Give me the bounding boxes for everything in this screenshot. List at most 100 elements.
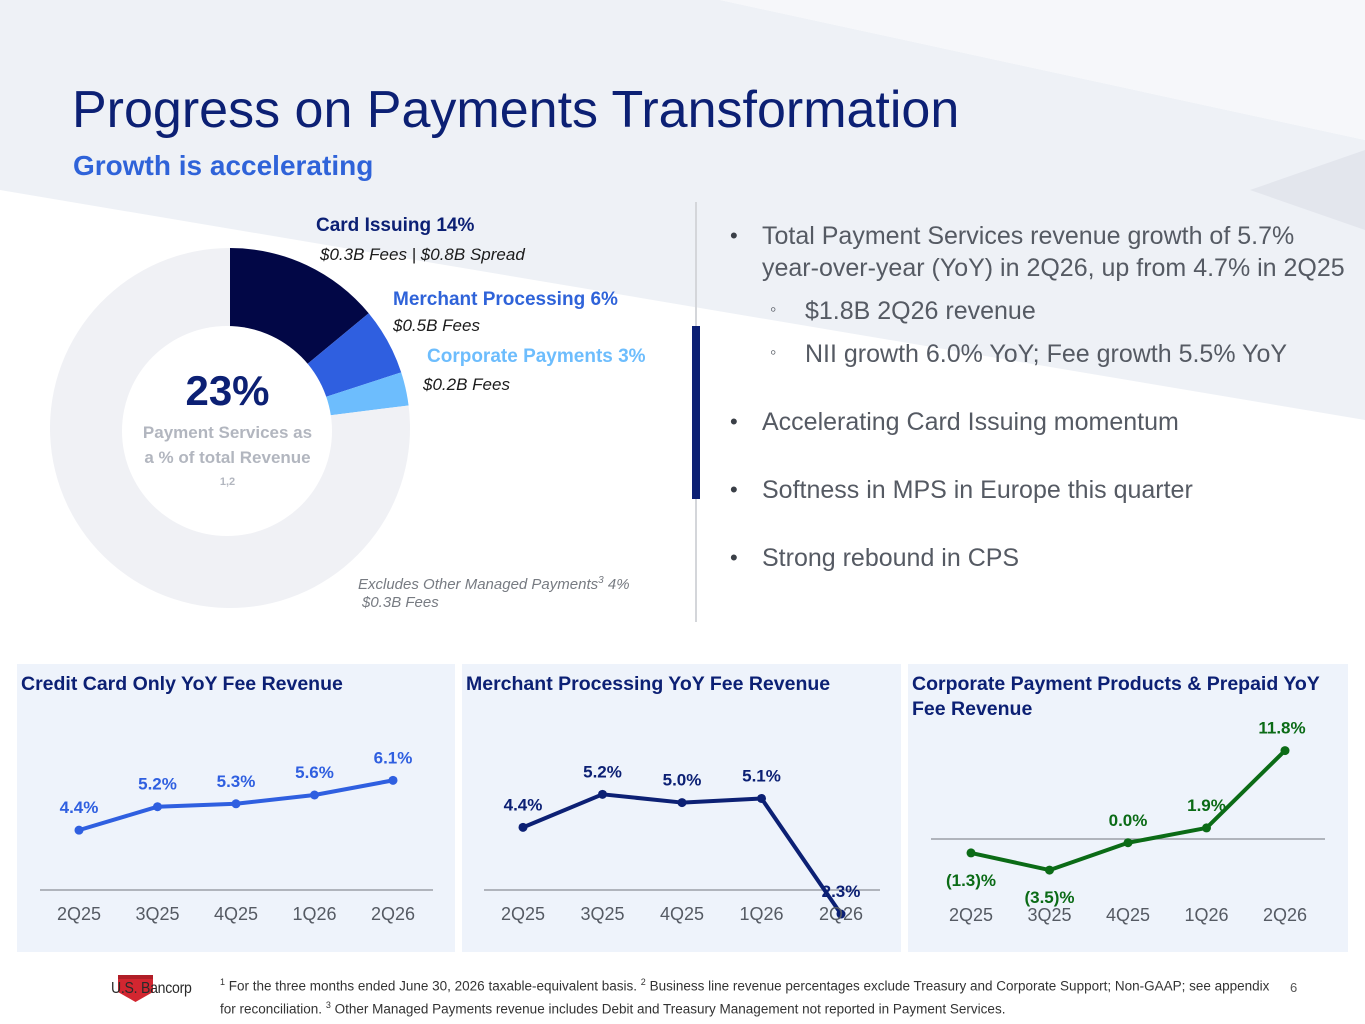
donut-center-value: 23% — [185, 367, 270, 414]
data-point — [836, 909, 846, 919]
corporate-payments-label: Corporate Payments 3% — [427, 346, 646, 367]
data-label: 5.0% — [663, 771, 702, 790]
footnote-3-text: Other Managed Payments revenue includes … — [330, 1001, 1006, 1016]
x-tick-label: 1Q26 — [1184, 905, 1228, 925]
corporate-payments-chart-title: Corporate Payment Products & Prepaid YoY… — [912, 673, 1320, 720]
series-line — [522, 792, 843, 916]
footnote-1-text: For the three months ended June 30, 2026… — [225, 978, 641, 994]
exclusion-note-fees: $0.3B Fees — [362, 594, 439, 611]
data-label: 1.9% — [1187, 796, 1226, 815]
credit-card-line-chart: 4.4% 2Q25 5.2% 3Q25 5.3% 4Q25 5.6% 1Q26 6.1% 2Q26 — [40, 748, 433, 924]
x-tick-label: 2Q25 — [501, 904, 545, 924]
page-number: 6 — [1290, 980, 1298, 995]
bullet-item: • Softness in MPS in Europe this quarter — [730, 474, 1350, 506]
data-label: 5.1% — [742, 766, 781, 785]
data-label: 5.2% — [583, 762, 622, 781]
footnote-3-marker: 3 — [325, 999, 331, 1010]
donut-hole — [122, 326, 332, 536]
credit-card-chart-title: Credit Card Only YoY Fee Revenue — [21, 673, 343, 695]
merchant-processing-chart-title: Merchant Processing YoY Fee Revenue — [466, 673, 831, 695]
sub-bullet-marker: ◦ — [770, 299, 777, 319]
bullet-text: Strong rebound in CPS — [762, 544, 1020, 572]
donut-center-label: Payment Services as a % of total Revenue… — [140, 420, 315, 499]
data-point — [310, 790, 319, 800]
data-point — [153, 802, 162, 812]
sub-bullet-text: NII growth 6.0% YoY; Fee growth 5.5% YoY — [805, 340, 1288, 368]
data-label: 4.4% — [504, 795, 543, 814]
footnote-2-marker: 2 — [640, 977, 646, 987]
x-tick-label: 2Q25 — [949, 905, 993, 925]
bullet-marker: • — [730, 477, 738, 502]
data-label: (3.5)% — [1024, 888, 1074, 907]
us-bancorp-wordmark: U.S. Bancorp — [111, 980, 192, 997]
data-point — [74, 825, 84, 835]
x-tick-label: 3Q25 — [135, 904, 179, 924]
data-label: 5.6% — [295, 763, 334, 782]
x-tick-label: 4Q25 — [1106, 905, 1150, 925]
data-point — [1045, 865, 1054, 875]
bullet-item: • Accelerating Card Issuing momentum — [730, 406, 1350, 438]
donut-center-label-text: Payment Services as a % of total Revenue — [142, 423, 313, 467]
corporate-payments-fee-panel: Corporate Payment Products & Prepaid YoY… — [908, 664, 1348, 952]
x-tick-label: 4Q25 — [214, 904, 258, 924]
data-point — [1202, 823, 1211, 833]
bullet-text: Softness in MPS in Europe this quarter — [762, 476, 1193, 504]
bullet-text: Total Payment Services revenue growth of… — [762, 222, 1345, 282]
footnotes: 1 For the three months ended June 30, 20… — [220, 973, 1270, 1018]
exclusion-note-prefix: Excludes Other Managed Payments — [358, 576, 599, 593]
key-points-list: • Total Payment Services revenue growth … — [730, 220, 1350, 574]
data-point — [1280, 746, 1290, 756]
sub-bullet-marker: ◦ — [770, 342, 777, 362]
data-label: 6.1% — [374, 748, 413, 767]
bullet-marker: • — [730, 545, 738, 570]
merchant-processing-line-chart: 4.4% 2Q25 5.2% 3Q25 5.0% 4Q25 5.1% 1Q26 2.3% 2Q26 — [484, 762, 880, 924]
x-tick-label: 3Q25 — [580, 904, 624, 924]
data-label: (1.3)% — [946, 871, 996, 890]
data-point — [518, 822, 528, 832]
data-point — [388, 775, 398, 785]
data-label: 2.3% — [822, 882, 861, 901]
card-issuing-detail: $0.3B Fees | $0.8B Spread — [320, 245, 525, 264]
bullet-marker: • — [730, 223, 738, 248]
x-tick-label: 2Q26 — [371, 904, 415, 924]
x-tick-label: 1Q26 — [292, 904, 336, 924]
x-tick-label: 4Q25 — [660, 904, 704, 924]
donut-center-label-sup: 1,2 — [219, 476, 236, 488]
page-title: Progress on Payments Transformation — [72, 81, 960, 139]
data-point — [757, 793, 766, 803]
data-point — [231, 799, 241, 809]
merchant-processing-fee-panel: Merchant Processing YoY Fee Revenue 4.4%… — [462, 664, 901, 952]
sub-bullet-text: $1.8B 2Q26 revenue — [805, 297, 1036, 325]
data-label: 4.4% — [60, 798, 99, 817]
card-issuing-label: Card Issuing 14% — [316, 215, 475, 236]
x-tick-label: 2Q26 — [1263, 905, 1307, 925]
corporate-payments-detail: $0.2B Fees — [423, 375, 510, 394]
data-label: 11.8% — [1258, 719, 1305, 738]
corporate-payments-line-chart: (1.3)% 2Q25 (3.5)%3Q25 0.0% 4Q25 1.9% 1Q26 11.8… — [931, 719, 1325, 925]
page-subtitle: Growth is accelerating — [73, 150, 374, 181]
merchant-processing-detail: $0.5B Fees — [393, 316, 480, 335]
credit-card-fee-panel: Credit Card Only YoY Fee Revenue 4.4% 2Q2… — [17, 664, 455, 952]
sub-bullet-item: ◦ $1.8B 2Q26 revenue — [730, 295, 1350, 327]
data-label: 0.0% — [1109, 811, 1148, 830]
data-point — [677, 798, 687, 808]
data-point — [598, 789, 607, 799]
bullet-text: Accelerating Card Issuing momentum — [762, 408, 1179, 436]
footnote-2-text: Business line revenue percentages exclud… — [220, 978, 1270, 1017]
x-tick-label: 2Q25 — [57, 904, 101, 924]
data-point — [966, 848, 976, 858]
exclusion-note-suffix: 4% — [603, 576, 630, 593]
x-tick-label: 1Q26 — [739, 904, 783, 924]
data-label: 5.2% — [138, 775, 177, 794]
divider-accent-bar — [692, 326, 700, 499]
x-tick-label: 3Q25 — [1027, 905, 1071, 925]
x-tick-label: 2Q26 — [819, 904, 863, 924]
us-bancorp-logo — [118, 975, 153, 1002]
sub-bullet-item: ◦ NII growth 6.0% YoY; Fee growth 5.5% Y… — [730, 338, 1350, 370]
exclusion-note: Excludes Other Managed Payments3 4% $0.3… — [358, 572, 630, 612]
data-label: 5.3% — [217, 772, 256, 791]
revenue-donut-chart — [50, 248, 411, 608]
data-point — [1123, 838, 1133, 848]
exclusion-note-sup: 3 — [598, 575, 604, 586]
